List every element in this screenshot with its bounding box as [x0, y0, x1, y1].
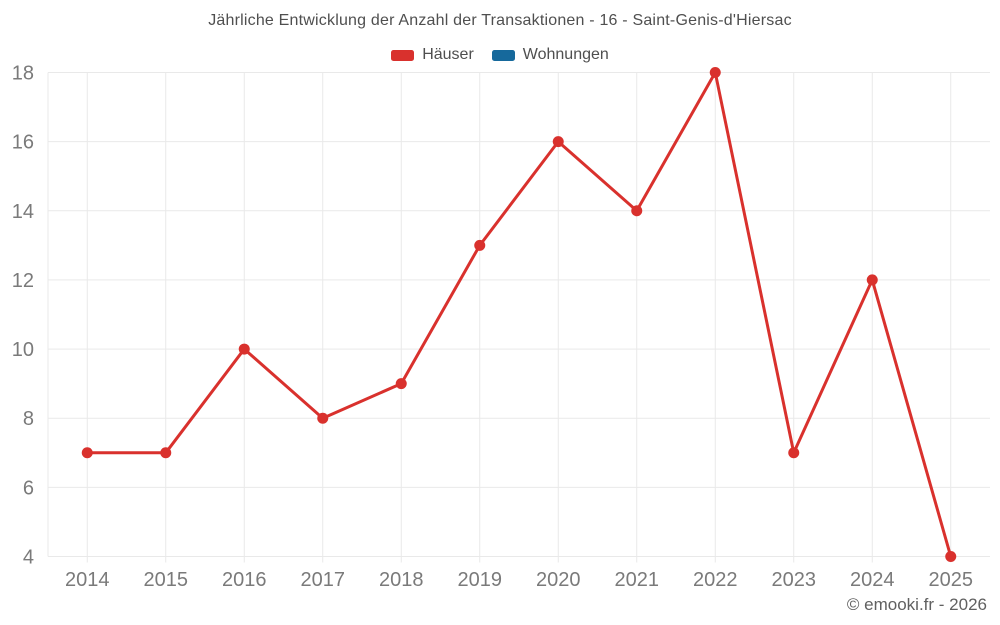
x-axis-label: 2015: [144, 569, 189, 591]
legend-label: Wohnungen: [522, 46, 609, 63]
data-point-h-user[interactable]: [788, 447, 800, 459]
data-point-h-user[interactable]: [395, 378, 407, 390]
x-axis-label: 2014: [65, 569, 110, 591]
x-axis-label: 2021: [615, 569, 660, 591]
x-axis-label: 2017: [301, 569, 346, 591]
chart-title: Jährliche Entwicklung der Anzahl der Tra…: [208, 12, 792, 29]
legend-swatch-icon: [391, 49, 415, 61]
legend: Häuser Wohnungen: [0, 46, 1000, 64]
y-axis-label: 18: [12, 63, 34, 85]
x-axis-label: 2019: [458, 569, 503, 591]
legend-swatch-icon: [491, 49, 515, 61]
x-axis-label: 2020: [536, 569, 581, 591]
legend-label: Häuser: [422, 46, 474, 63]
x-axis-label: 2025: [929, 569, 974, 591]
data-point-h-user[interactable]: [160, 447, 172, 459]
x-axis-label: 2016: [222, 569, 267, 591]
data-point-h-user[interactable]: [552, 136, 564, 148]
x-axis-label: 2024: [850, 569, 895, 591]
y-axis-label: 16: [12, 132, 34, 154]
y-axis-label: 10: [12, 339, 34, 361]
data-point-h-user[interactable]: [474, 239, 486, 251]
data-point-h-user[interactable]: [81, 447, 93, 459]
y-axis-label: 6: [23, 477, 34, 499]
x-axis-label: 2018: [379, 569, 424, 591]
y-axis-label: 14: [12, 201, 34, 223]
legend-item-wohnungen[interactable]: Wohnungen: [491, 46, 609, 64]
y-axis-label: 12: [12, 270, 34, 292]
y-axis-label: 4: [23, 547, 34, 569]
x-axis-label: 2023: [772, 569, 817, 591]
data-point-h-user[interactable]: [866, 274, 878, 286]
copyright-label: © emooki.fr - 2026: [846, 595, 987, 614]
x-axis-label: 2022: [693, 569, 738, 591]
series-line-h-user: [85, 71, 953, 558]
data-point-h-user[interactable]: [238, 343, 250, 355]
legend-item-h-user[interactable]: Häuser: [391, 46, 474, 64]
data-point-h-user[interactable]: [945, 551, 957, 562]
data-point-h-user[interactable]: [709, 67, 721, 78]
data-point-h-user[interactable]: [317, 412, 329, 424]
data-point-h-user[interactable]: [631, 205, 643, 217]
y-axis-label: 8: [23, 408, 34, 430]
